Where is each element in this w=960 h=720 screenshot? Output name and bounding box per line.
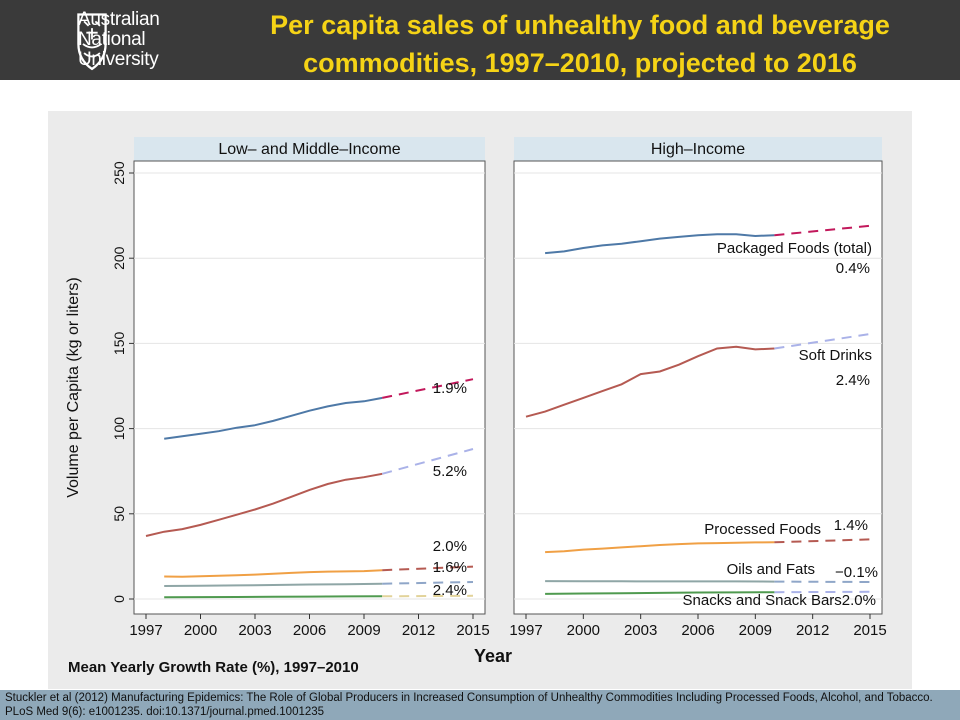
- growth-rate-label: 5.2%: [433, 463, 467, 480]
- x-tick-label: 2015: [853, 622, 886, 639]
- growth-rate-label: 2.0%: [433, 538, 467, 555]
- series-line-high-0: [545, 233, 775, 255]
- x-tick-label: 2003: [238, 622, 271, 639]
- x-axis-label: Year: [474, 646, 512, 666]
- citation-bar: Stuckler et al (2012) Manufacturing Epid…: [0, 690, 960, 720]
- y-tick-label: 100: [111, 417, 127, 441]
- growth-rate-label: 0.4%: [836, 260, 870, 277]
- series-label: Oils and Fats: [727, 561, 815, 578]
- x-tick-label: 2000: [184, 622, 217, 639]
- y-tick-label: 200: [111, 246, 127, 270]
- logo-line-2: National: [78, 29, 146, 50]
- panel-strip-high: [514, 137, 882, 161]
- panel-strip-low-middle: [134, 137, 485, 161]
- citation-text: Stuckler et al (2012) Manufacturing Epid…: [5, 692, 933, 718]
- x-tick-label: 2012: [402, 622, 435, 639]
- panel-plot-area-high: [513, 160, 883, 615]
- anu-crest-icon: [77, 13, 107, 71]
- panel-plot-area-low-middle: [133, 160, 486, 615]
- growth-rate-label: 1.6%: [433, 559, 467, 576]
- x-tick-label: 2000: [567, 622, 600, 639]
- series-line-high-4: [545, 591, 775, 595]
- x-tick-label: 1997: [129, 622, 162, 639]
- growth-rate-label: 2.4%: [433, 582, 467, 599]
- header-bar: Australian National University Per capit…: [0, 0, 960, 80]
- chart-footnote: Mean Yearly Growth Rate (%), 1997–2010: [68, 659, 359, 676]
- series-line-low-middle-0: [164, 396, 383, 440]
- panel-title-high: High–Income: [651, 141, 745, 158]
- series-label: Processed Foods: [704, 521, 821, 538]
- x-tick-label: 2006: [681, 622, 714, 639]
- growth-rate-label: 1.9%: [433, 380, 467, 397]
- line-chart: Volume per Capita (kg or liters) Low– and…: [65, 137, 887, 676]
- growth-rate-label: 1.4%: [834, 517, 868, 534]
- title-line-2: commodities, 1997–2010, projected to 201…: [303, 48, 857, 78]
- series-line-high-3: [545, 580, 775, 583]
- series-line-low-middle-2: [164, 569, 383, 578]
- x-tick-label: 2009: [347, 622, 380, 639]
- series-line-high-2: [545, 541, 775, 554]
- series-label: Soft Drinks: [799, 347, 872, 364]
- series-line-low-middle-3: [164, 582, 383, 587]
- y-tick-label: 50: [111, 506, 127, 522]
- university-logo-text: Australian National University: [78, 10, 160, 70]
- x-tick-label: 2003: [624, 622, 657, 639]
- growth-rate-label: −0.1%: [835, 564, 878, 581]
- series-line-low-middle-4: [164, 595, 383, 599]
- panel-title-low-middle: Low– and Middle–Income: [218, 141, 400, 158]
- x-tick-label: 2012: [796, 622, 829, 639]
- x-tick-label: 2006: [293, 622, 326, 639]
- projection-line-low-middle-3: [382, 581, 474, 585]
- y-tick-label: 150: [111, 332, 127, 356]
- series-line-high-1: [525, 345, 775, 418]
- projection-line-low-middle-2: [382, 565, 474, 572]
- slide-title: Per capita sales of unhealthy food and b…: [205, 6, 955, 82]
- series-line-low-middle-1: [145, 472, 383, 537]
- y-tick-label: 250: [111, 161, 127, 185]
- y-axis-label: Volume per Capita (kg or liters): [65, 277, 82, 498]
- projection-line-low-middle-4: [382, 594, 474, 598]
- title-line-1: Per capita sales of unhealthy food and b…: [270, 10, 890, 40]
- projection-line-low-middle-0: [381, 378, 474, 399]
- logo-line-1: Australian: [78, 9, 160, 30]
- x-tick-label: 2009: [739, 622, 772, 639]
- logo-line-3: University: [78, 49, 159, 70]
- growth-rate-label: 2.4%: [836, 372, 870, 389]
- series-label: Packaged Foods (total): [717, 240, 872, 257]
- chart-container: Volume per Capita (kg or liters) Low– and…: [48, 111, 912, 689]
- series-label: Snacks and Snack Bars2.0%: [683, 592, 876, 609]
- y-tick-label: 0: [111, 595, 127, 603]
- x-tick-label: 1997: [509, 622, 542, 639]
- x-tick-label: 2015: [456, 622, 489, 639]
